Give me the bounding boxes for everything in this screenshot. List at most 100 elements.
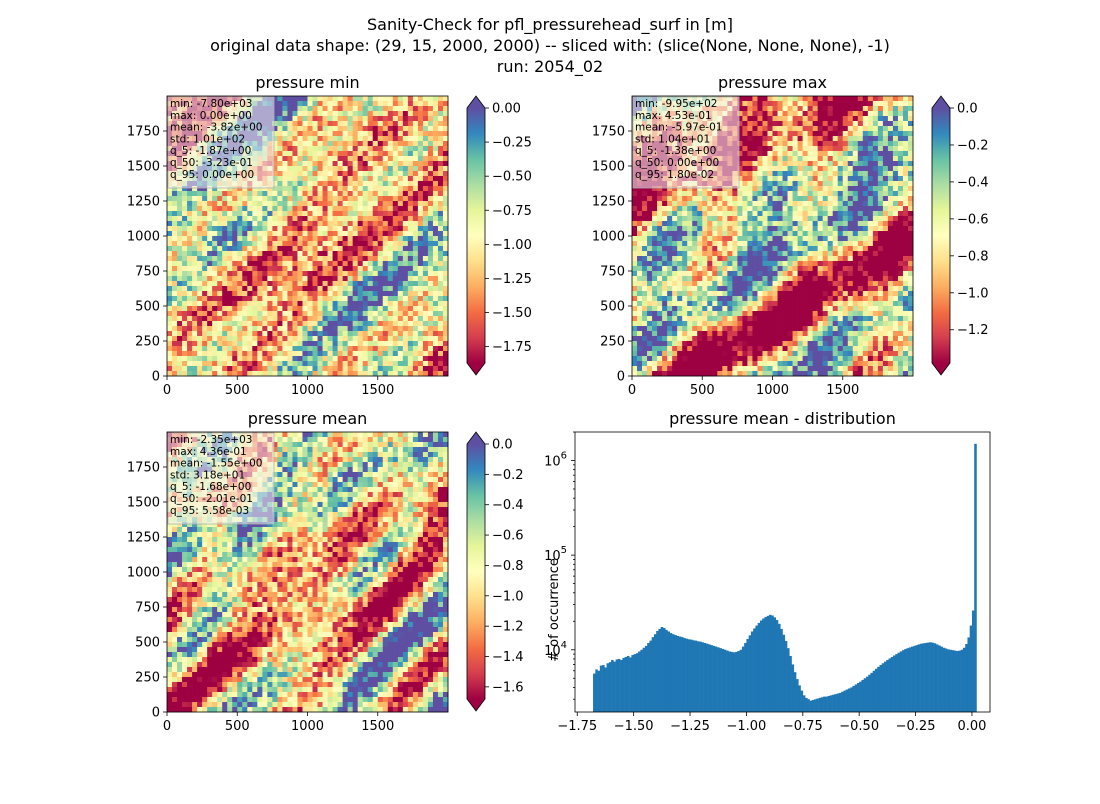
heatmap-cell xyxy=(378,231,383,236)
heatmap-cell xyxy=(808,141,813,146)
heatmap-cell xyxy=(383,311,388,316)
heatmap-cell xyxy=(692,216,697,221)
heatmap-cell xyxy=(858,201,863,206)
heatmap-cell xyxy=(217,276,222,281)
heatmap-cell xyxy=(848,246,853,251)
heatmap-cell xyxy=(323,371,328,376)
heatmap-cell xyxy=(302,116,307,121)
heatmap-cell xyxy=(358,316,363,321)
heatmap-cell xyxy=(388,226,393,231)
heatmap-cell xyxy=(443,291,448,296)
heatmap-cell xyxy=(282,186,287,191)
heatmap-cell xyxy=(343,311,348,316)
heatmap-cell xyxy=(647,231,652,236)
heatmap-cell xyxy=(413,171,418,176)
heatmap-cell xyxy=(167,226,172,231)
heatmap-cell xyxy=(197,206,202,211)
heatmap-cell xyxy=(773,246,778,251)
heatmap-cell xyxy=(838,241,843,246)
heatmap-cell xyxy=(878,176,883,181)
heatmap-cell xyxy=(302,336,307,341)
heatmap-cell xyxy=(262,276,267,281)
heatmap-cell xyxy=(843,166,848,171)
heatmap-cell xyxy=(413,326,418,331)
heatmap-cell xyxy=(202,286,207,291)
heatmap-cell xyxy=(677,251,682,256)
heatmap-cell xyxy=(187,276,192,281)
heatmap-cell xyxy=(667,196,672,201)
heatmap-cell xyxy=(747,96,752,101)
heatmap-cell xyxy=(222,196,227,201)
heatmap-cell xyxy=(302,176,307,181)
heatmap-cell xyxy=(338,331,343,336)
heatmap-cell xyxy=(212,371,217,376)
heatmap-cell xyxy=(328,166,333,171)
heatmap-cell xyxy=(433,111,438,116)
heatmap-cell xyxy=(222,301,227,306)
heatmap-cell xyxy=(353,146,358,151)
heatmap-cell xyxy=(393,146,398,151)
heatmap-cell xyxy=(803,146,808,151)
heatmap-cell xyxy=(328,256,333,261)
heatmap-cell xyxy=(793,241,798,246)
heatmap-cell xyxy=(217,211,222,216)
heatmap-cell xyxy=(207,286,212,291)
heatmap-cell xyxy=(408,131,413,136)
heatmap-cell xyxy=(833,111,838,116)
heatmap-cell xyxy=(433,181,438,186)
heatmap-cell xyxy=(242,346,247,351)
heatmap-cell xyxy=(403,126,408,131)
heatmap-cell xyxy=(818,146,823,151)
heatmap-cell xyxy=(398,216,403,221)
heatmap-cell xyxy=(353,161,358,166)
heatmap-cell xyxy=(338,326,343,331)
heatmap-cell xyxy=(413,336,418,341)
heatmap-cell xyxy=(388,191,393,196)
heatmap-cell xyxy=(632,256,637,261)
heatmap-cell xyxy=(373,241,378,246)
heatmap-cell xyxy=(302,226,307,231)
heatmap-cell xyxy=(353,226,358,231)
heatmap-cell xyxy=(747,176,752,181)
heatmap-cell xyxy=(363,116,368,121)
heatmap-cell xyxy=(333,131,338,136)
heatmap-cell xyxy=(242,191,247,196)
heatmap-cell xyxy=(308,111,313,116)
heatmap-cell xyxy=(272,326,277,331)
heatmap-cell xyxy=(363,201,368,206)
heatmap-cell xyxy=(282,141,287,146)
heatmap-cell xyxy=(177,296,182,301)
heatmap-cell xyxy=(883,236,888,241)
heatmap-cell xyxy=(172,236,177,241)
heatmap-cell xyxy=(682,196,687,201)
heatmap-cell xyxy=(798,161,803,166)
heatmap-cell xyxy=(328,261,333,266)
heatmap-cell xyxy=(863,211,868,216)
heatmap-cell xyxy=(257,321,262,326)
heatmap-cell xyxy=(262,201,267,206)
heatmap-cell xyxy=(868,131,873,136)
heatmap-cell xyxy=(428,151,433,156)
heatmap-cell xyxy=(227,236,232,241)
heatmap-cell xyxy=(187,346,192,351)
heatmap-cell xyxy=(403,256,408,261)
heatmap-cell xyxy=(373,291,378,296)
heatmap-cell xyxy=(423,151,428,156)
heatmap-cell xyxy=(433,366,438,371)
heatmap-cell xyxy=(868,206,873,211)
heatmap-cell xyxy=(438,186,443,191)
heatmap-cell xyxy=(752,231,757,236)
heatmap-cell xyxy=(898,146,903,151)
heatmap-cell xyxy=(277,316,282,321)
heatmap-cell xyxy=(282,166,287,171)
heatmap-cell xyxy=(202,276,207,281)
heatmap-cell xyxy=(398,341,403,346)
heatmap-cell xyxy=(808,186,813,191)
heatmap-cell xyxy=(252,326,257,331)
heatmap-cell xyxy=(637,211,642,216)
heatmap-cell xyxy=(818,131,823,136)
heatmap-cell xyxy=(323,226,328,231)
heatmap-cell xyxy=(252,306,257,311)
heatmap-cell xyxy=(217,206,222,211)
heatmap-cell xyxy=(358,341,363,346)
